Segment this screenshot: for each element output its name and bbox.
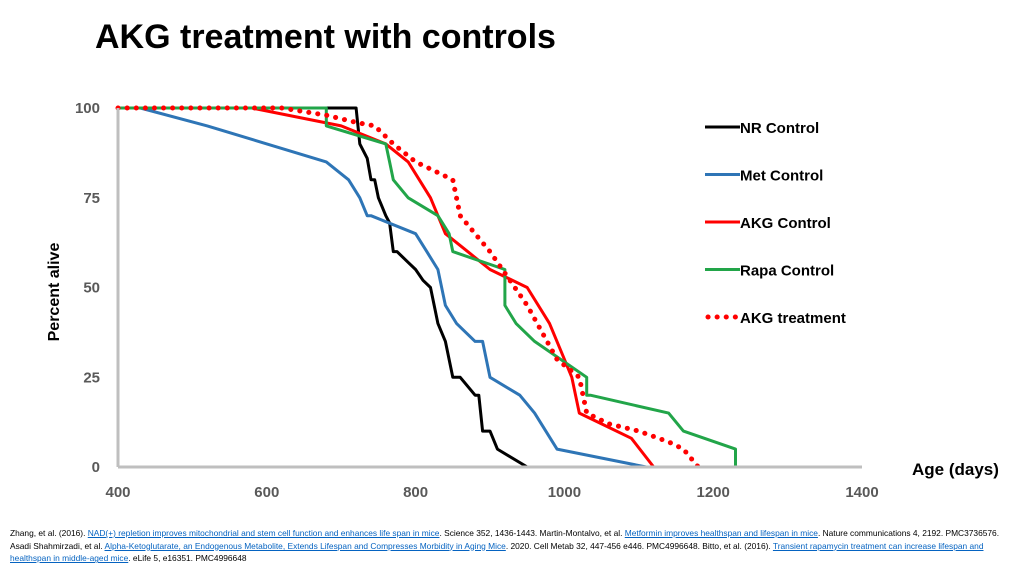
x-tick-label: 1200	[697, 484, 730, 501]
x-tick-label: 1000	[548, 484, 581, 501]
footer-text-1: Zhang, et al. (2016).	[10, 528, 88, 538]
x-ticks: 400 600 800 1000 1200 1400	[105, 484, 878, 501]
citation-footer: Zhang, et al. (2016). NAD(+) repletion i…	[10, 527, 1016, 565]
y-tick-label: 0	[92, 459, 100, 476]
series-line-met-control	[118, 106, 647, 469]
slide-title: AKG treatment with controls	[95, 18, 556, 56]
series-line-akg-treatment	[115, 105, 701, 470]
footer-text-2: . Science 352, 1436-1443. Martin-Montalv…	[439, 528, 625, 538]
legend-item-akg-treatment: AKG treatment	[705, 310, 846, 327]
citation-link-rapa[interactable]: Transient rapamycin treatment can increa…	[10, 540, 984, 564]
y-tick-label: 25	[83, 369, 100, 386]
x-tick-label: 800	[403, 484, 428, 501]
series-line-rapa-control	[118, 106, 737, 467]
legend-label: Rapa Control	[740, 263, 834, 280]
footer-text-3: . Nature communications 4, 2192. PMC3736…	[10, 528, 1000, 551]
legend-label: AKG treatment	[740, 310, 846, 327]
x-tick-label: 1400	[845, 484, 878, 501]
plot-lines	[115, 105, 737, 470]
x-tick-label: 400	[105, 484, 130, 501]
legend-item-nr-control: NR Control	[705, 120, 819, 137]
series-line-nr-control	[118, 106, 528, 469]
legend-label: Met Control	[740, 168, 823, 185]
footer-text-5: . eLife 5, e16351. PMC4996648	[128, 553, 247, 564]
y-tick-label: 50	[83, 280, 100, 297]
legend-label: NR Control	[740, 120, 819, 137]
y-tick-label: 75	[83, 190, 100, 207]
x-tick-label: 600	[254, 484, 279, 501]
citation-link-akg[interactable]: Alpha-Ketoglutarate, an Endogenous Metab…	[104, 540, 506, 551]
legend: NR Control Met Control AKG Control Rapa Con…	[705, 120, 846, 327]
legend-item-akg-control: AKG Control	[705, 215, 831, 232]
footer-text-4: . 2020. Cell Metab 32, 447-456 e446. PMC…	[505, 540, 773, 551]
x-axis-label: Age (days)	[912, 460, 999, 479]
citation-link-met[interactable]: Metformin improves healthspan and lifesp…	[624, 528, 818, 538]
series-line-akg-control	[118, 106, 655, 468]
citation-link-nr[interactable]: NAD(+) repletion improves mitochondrial …	[87, 528, 440, 538]
y-ticks: 0 25 50 75 100	[75, 100, 100, 476]
legend-item-met-control: Met Control	[705, 168, 823, 185]
y-tick-label: 100	[75, 100, 100, 117]
legend-item-rapa-control: Rapa Control	[705, 263, 834, 280]
legend-label: AKG Control	[740, 215, 831, 232]
